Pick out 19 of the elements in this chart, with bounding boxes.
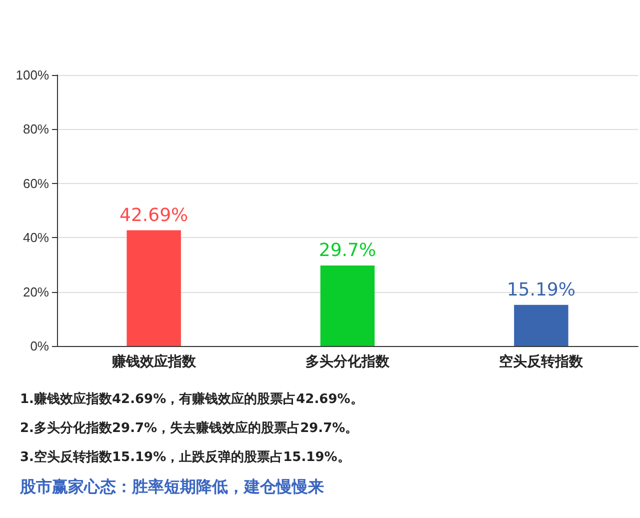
y-tick-label: 40% — [22, 230, 50, 246]
y-tick-label: 80% — [22, 122, 50, 137]
y-tick-label: 0% — [30, 338, 50, 354]
x-tick-label: 空头反转指数 — [499, 353, 584, 369]
text: 3.空头反转指数15.19%，止跌反弹的股票占15.19%。 — [20, 448, 352, 467]
text: 1.赚钱效应指数42.69%，有赚钱效应的股票占42.69%。 — [20, 390, 364, 409]
text: 2.多头分化指数29.7%，失去赚钱效应的股票占29.7%。 — [20, 420, 360, 438]
bar — [514, 304, 568, 346]
data-label: 29.7% — [318, 240, 376, 262]
bar — [126, 230, 181, 346]
y-tick-label: 20% — [22, 284, 50, 300]
text: 股市赢家心态：胜率短期降低，建仓慢慢来 — [20, 476, 325, 498]
y-tick-label: 60% — [22, 176, 50, 191]
data-label: 15.19% — [506, 279, 576, 300]
y-tick-label: 100% — [16, 68, 50, 82]
data-label: 42.69% — [120, 204, 188, 226]
x-tick-label: 赚钱效应指数 — [110, 353, 197, 369]
bar — [320, 266, 375, 346]
x-tick-label: 多头分化指数 — [306, 353, 390, 369]
